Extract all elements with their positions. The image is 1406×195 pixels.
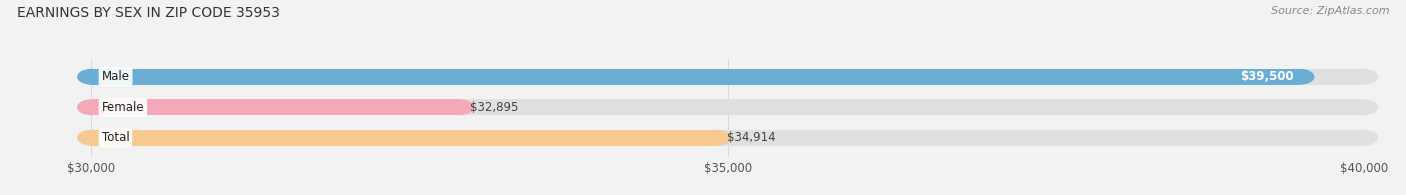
Bar <box>91 69 1301 85</box>
Text: Source: ZipAtlas.com: Source: ZipAtlas.com <box>1271 6 1389 16</box>
Text: Total: Total <box>101 131 129 144</box>
Bar <box>91 99 460 115</box>
Ellipse shape <box>77 99 105 115</box>
Ellipse shape <box>77 130 105 146</box>
Text: EARNINGS BY SEX IN ZIP CODE 35953: EARNINGS BY SEX IN ZIP CODE 35953 <box>17 6 280 20</box>
Ellipse shape <box>77 69 105 85</box>
Ellipse shape <box>77 130 105 146</box>
Ellipse shape <box>1350 99 1378 115</box>
Bar <box>91 130 1364 146</box>
Ellipse shape <box>77 99 105 115</box>
Ellipse shape <box>1350 130 1378 146</box>
Text: $32,895: $32,895 <box>470 101 519 114</box>
Ellipse shape <box>1286 69 1315 85</box>
Bar <box>91 69 1364 85</box>
Ellipse shape <box>77 69 105 85</box>
Text: Female: Female <box>101 101 145 114</box>
Text: Male: Male <box>101 70 129 83</box>
Ellipse shape <box>703 130 731 146</box>
Ellipse shape <box>446 99 474 115</box>
Bar <box>91 130 717 146</box>
Bar <box>91 99 1364 115</box>
Text: $39,500: $39,500 <box>1240 70 1294 83</box>
Ellipse shape <box>1350 69 1378 85</box>
Text: $34,914: $34,914 <box>727 131 776 144</box>
